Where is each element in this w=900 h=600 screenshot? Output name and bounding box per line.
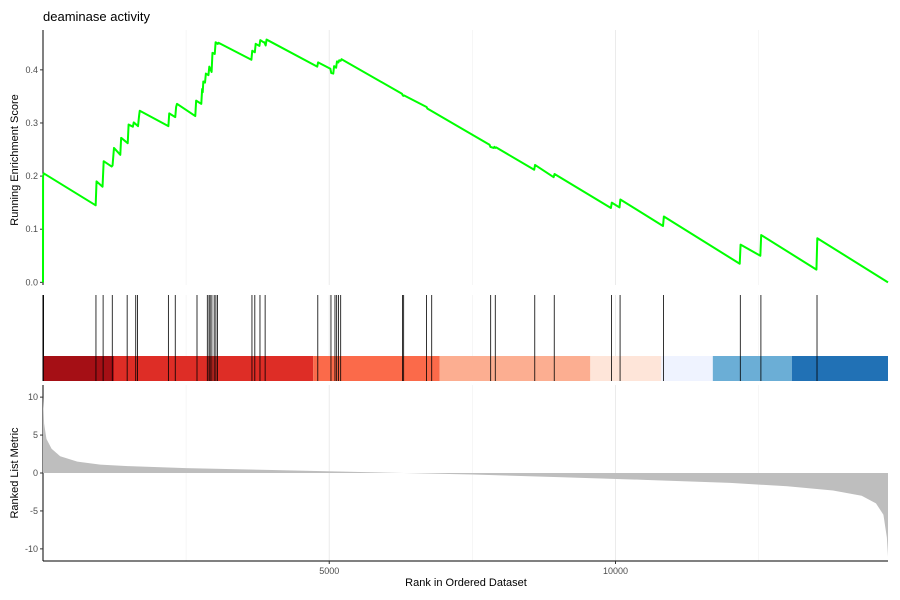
y-tick-label: 0.2 — [25, 171, 38, 181]
x-tick-label: 5000 — [319, 566, 339, 576]
rank-color-band — [712, 356, 792, 381]
y-axis-title-bottom: Ranked List Metric — [9, 427, 21, 519]
rank-color-band — [590, 356, 662, 381]
plot-title: deaminase activity — [43, 9, 150, 24]
y-tick-label: 5 — [33, 430, 38, 440]
rank-color-band — [439, 356, 591, 381]
y-tick-label: 10 — [28, 392, 38, 402]
y-ticks-top: 0.0 0.1 0.2 0.3 0.4 — [25, 65, 43, 287]
y-tick-label: 0.3 — [25, 118, 38, 128]
panel-running-enrichment: 0.0 0.1 0.2 0.3 0.4 Running Enrichment Score — [9, 30, 889, 287]
running-enrichment-score-line — [42, 38, 889, 284]
y-ticks-bottom: 10 5 0 -5 -10 — [25, 392, 43, 554]
grid-top — [185, 30, 760, 285]
rank-color-band — [791, 356, 888, 381]
y-tick-label: -5 — [30, 506, 38, 516]
y-tick-label: 0.0 — [25, 277, 38, 287]
x-tick-label: 10000 — [603, 566, 628, 576]
rank-color-bands — [43, 356, 888, 381]
x-axis-title: Rank in Ordered Dataset — [405, 577, 527, 589]
panel-ranked-metric: 10 5 0 -5 -10 Ranked List Metric 5000 10000 R… — [9, 385, 888, 589]
rank-color-band — [43, 356, 114, 381]
rank-color-band — [313, 356, 440, 381]
x-ticks: 5000 10000 — [319, 561, 628, 576]
y-tick-label: 0.1 — [25, 224, 38, 234]
y-tick-label: -10 — [25, 544, 38, 554]
panel-gene-hits — [42, 295, 888, 381]
gene-hit-lines — [43, 295, 818, 381]
y-tick-label: 0 — [33, 468, 38, 478]
ranked-metric-area — [43, 397, 888, 557]
rank-color-band — [661, 356, 713, 381]
y-tick-label: 0.4 — [25, 65, 38, 75]
y-axis-title-top: Running Enrichment Score — [9, 94, 21, 225]
rank-color-band — [113, 356, 314, 381]
